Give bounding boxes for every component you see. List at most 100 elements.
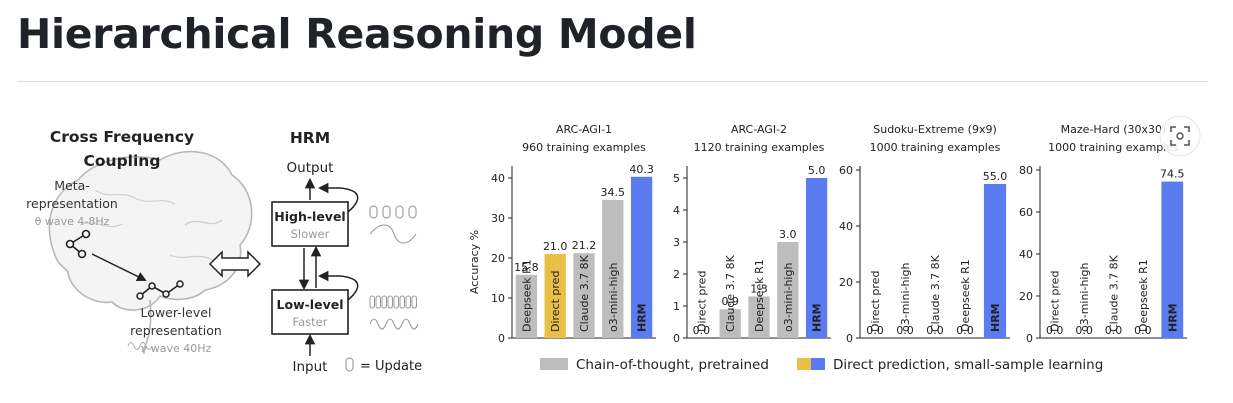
bar-category-label: HRM xyxy=(811,303,824,332)
y-tick-label: 20 xyxy=(491,252,505,265)
bar-category-label: Claude 3.7 8K xyxy=(724,254,737,332)
chart-title: Sudoku-Extreme (9x9) xyxy=(873,123,997,136)
chart-legend: Chain-of-thought, pretrained Direct pred… xyxy=(540,357,1103,373)
chart-subtitle: 1000 training examples xyxy=(1048,141,1179,154)
bar-category-label: Claude 3.7 8K xyxy=(929,254,942,332)
bar-value-label: 34.5 xyxy=(601,186,626,199)
bar-value-label: 0.9 xyxy=(721,295,739,308)
bar-value-label: 40.3 xyxy=(629,163,654,176)
bar xyxy=(983,184,1007,338)
y-tick-label: 20 xyxy=(839,276,853,289)
graph-node xyxy=(148,282,156,290)
chart-3: Sudoku-Extreme (9x9) 1000 training exampl… xyxy=(839,123,1010,345)
gamma-wave-icon xyxy=(127,342,153,350)
low-level-loop-arrow xyxy=(317,270,359,301)
chart-subtitle: 1120 training examples xyxy=(694,141,825,154)
chart-title: ARC-AGI-1 xyxy=(556,123,612,136)
y-tick-label: 30 xyxy=(491,212,505,225)
graph-node xyxy=(176,280,184,288)
legend-swatch-hrm xyxy=(811,358,825,370)
graph-node xyxy=(65,239,75,249)
slow-wave-icon xyxy=(369,224,417,244)
bar-category-label: o3-mini-high xyxy=(1078,263,1091,332)
brain-fold xyxy=(169,254,216,263)
high-level-loop-arrow xyxy=(317,182,359,213)
bar-value-label: 21.2 xyxy=(572,239,597,252)
bar-value-label: 0.0 xyxy=(1046,324,1064,337)
chart-subtitle: 960 training examples xyxy=(522,141,646,154)
y-tick-label: 10 xyxy=(491,292,505,305)
legend-label-cot: Chain-of-thought, pretrained xyxy=(576,357,769,373)
graph-node xyxy=(162,290,170,298)
bar-category-label: Deepseek R1 xyxy=(520,259,533,332)
bar-category-label: Deepseek R1 xyxy=(753,259,766,332)
y-tick-label: 4 xyxy=(673,204,680,217)
y-tick-label: 1 xyxy=(673,300,680,313)
bar-value-label: 3.0 xyxy=(779,228,797,241)
gamma-wave-label: γ wave 40Hz xyxy=(141,342,212,355)
chart-title: Maze-Hard (30x30) xyxy=(1061,123,1167,136)
chart-2: ARC-AGI-2 1120 training examples 0 1 2 3 4 5 0.0… xyxy=(673,123,831,345)
y-tick-label: 0 xyxy=(498,332,505,345)
bar xyxy=(777,242,799,338)
y-tick-label: 20 xyxy=(1019,290,1033,303)
y-tick-label: 0 xyxy=(673,332,680,345)
theta-wave-label: θ wave 4-8Hz xyxy=(35,215,110,228)
output-label: Output xyxy=(287,160,334,176)
lower-label-line2: representation xyxy=(130,323,222,338)
bar-value-label: 0.0 xyxy=(956,324,974,337)
low-level-module xyxy=(271,289,349,335)
bar-category-label: o3-mini-high xyxy=(607,263,620,332)
y-tick-label: 60 xyxy=(1019,206,1033,219)
bar-category-label: HRM xyxy=(989,303,1002,332)
bar-value-label: 0.0 xyxy=(926,324,944,337)
bar-category-label: Deepseek R1 xyxy=(1137,259,1150,332)
legend-swatch-direct xyxy=(797,358,811,370)
title-divider xyxy=(17,81,1208,82)
bar-category-label: Claude 3.7 8K xyxy=(1108,254,1121,332)
y-tick-label: 40 xyxy=(839,220,853,233)
brain-fold xyxy=(79,222,123,228)
high-level-module xyxy=(271,201,349,247)
bar-value-label: 21.0 xyxy=(543,240,568,253)
slower-label: Slower xyxy=(291,227,330,241)
bar-category-label: Direct pred xyxy=(869,271,882,332)
bar-category-label: HRM xyxy=(636,303,649,332)
bar xyxy=(515,274,538,338)
y-tick-label: 40 xyxy=(491,172,505,185)
bar-category-label: Direct pred xyxy=(549,271,562,332)
bar xyxy=(748,296,770,338)
y-tick-label: 2 xyxy=(673,268,680,281)
y-tick-label: 60 xyxy=(839,164,853,177)
bar-category-label: Claude 3.7 8K xyxy=(578,254,591,332)
expand-image-icon[interactable] xyxy=(1159,115,1201,157)
bar-value-label: 0.0 xyxy=(1105,324,1123,337)
bar-value-label: 0.0 xyxy=(896,324,914,337)
bar xyxy=(573,253,595,338)
fast-wave-icon xyxy=(369,318,419,330)
bar xyxy=(602,200,624,338)
bar-value-label: 0.0 xyxy=(866,324,884,337)
hrm-diagram: HRM Output High-level Slower Low-level F… xyxy=(271,129,422,375)
bar-value-label: 1.3 xyxy=(750,282,768,295)
bar xyxy=(630,176,653,338)
brain-stem xyxy=(141,299,152,353)
bar xyxy=(805,178,828,338)
lower-graph-edges xyxy=(139,283,181,297)
legend-label-direct: Direct prediction, small-sample learning xyxy=(833,357,1103,373)
page-title: Hierarchical Reasoning Model xyxy=(17,10,697,58)
y-tick-label: 5 xyxy=(673,172,680,185)
chart-title: ARC-AGI-2 xyxy=(731,123,787,136)
meta-label-line2: representation xyxy=(26,196,118,211)
brain-title-line2: Coupling xyxy=(84,152,161,170)
brain-arrow xyxy=(91,253,147,281)
fast-update-icons xyxy=(369,295,417,309)
brain-title-line1: Cross Frequency xyxy=(50,128,194,146)
y-tick-label: 40 xyxy=(1019,248,1033,261)
bar xyxy=(1161,181,1184,338)
bar-category-label: HRM xyxy=(1166,303,1179,332)
slow-update-icons xyxy=(369,205,417,219)
bar-value-label: 15.8 xyxy=(514,261,539,274)
